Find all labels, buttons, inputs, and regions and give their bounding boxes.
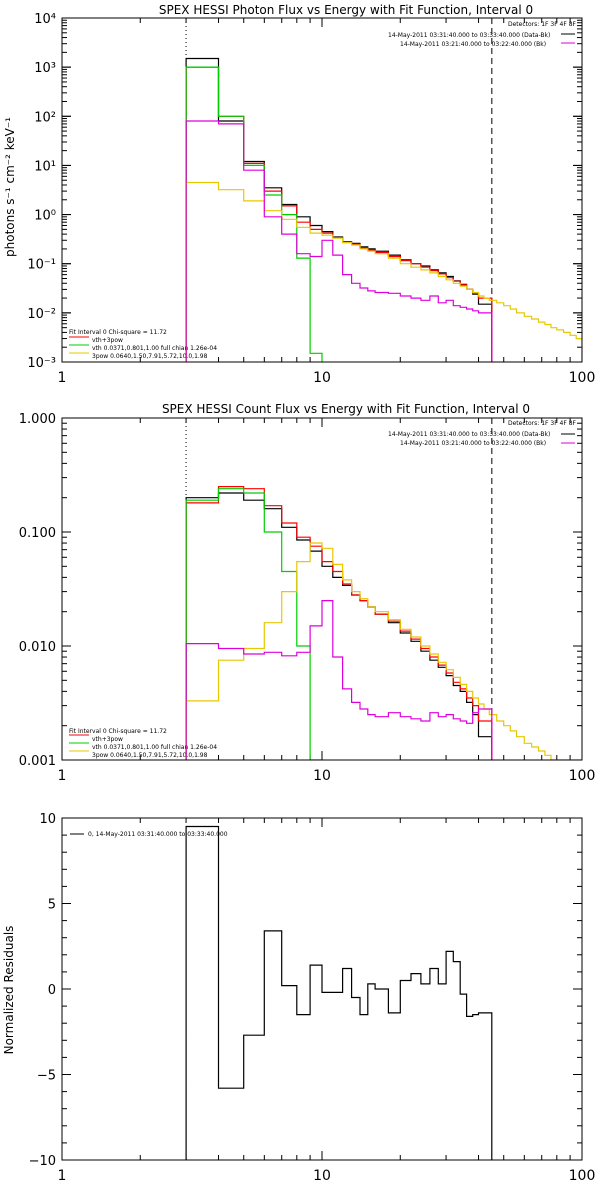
count-flux-title: SPEX HESSI Count Flux vs Energy with Fit… — [162, 402, 530, 416]
y-tick-label: 0.001 — [19, 754, 56, 769]
series-line — [185, 486, 493, 760]
residuals-ylabel: Normalized Residuals — [2, 926, 16, 1055]
x-tick-label: 1 — [58, 1168, 67, 1184]
plot-frame — [61, 817, 583, 1161]
legend-line: 14-May-2011 03:31:40.000 to 03:33:40.000… — [388, 431, 550, 438]
residuals-legend-entry: 0, 14-May-2011 03:31:40.000 to 03:33:40.… — [88, 831, 228, 838]
y-tick-label: 10⁴ — [34, 12, 56, 27]
legend-line: 14-May-2011 03:31:40.000 to 03:33:40.000… — [388, 32, 550, 39]
y-tick-label: 10³ — [34, 61, 56, 76]
legend-entry: vth+3pow — [92, 337, 123, 344]
legend-title: Fit Interval 0 Chi-square = 11.72 — [69, 329, 167, 336]
legend-entry: 3pow 0.0640,1.50,7.91,5.72,10.0,1.98 — [92, 353, 208, 360]
y-tick-label: −5 — [37, 1069, 56, 1084]
count-flux-panel: SPEX HESSI Count Flux vs Energy with Fit… — [19, 402, 596, 784]
photon-flux-legend-bottom: Fit Interval 0 Chi-square = 11.72 vth+3p… — [69, 329, 217, 360]
series-line — [185, 66, 493, 362]
x-tick-label: 10 — [313, 768, 331, 784]
residuals-panel: Normalized Residuals 0, 14-May-2011 03:3… — [2, 812, 595, 1184]
series-line — [185, 66, 323, 362]
y-tick-label: 10⁻¹ — [27, 258, 56, 273]
series-line — [185, 600, 493, 760]
y-tick-label: 0.100 — [19, 526, 56, 541]
y-tick-label: 10¹ — [34, 159, 56, 174]
y-tick-label: −10 — [29, 1154, 56, 1169]
plot-frame — [61, 417, 583, 761]
y-tick-label: 0.010 — [19, 640, 56, 655]
series-line — [185, 488, 322, 760]
legend-entry: 3pow 0.0640,1.50,7.91,5.72,10.0,1.98 — [92, 752, 208, 759]
y-tick-label: 10⁻² — [27, 307, 56, 322]
legend-title: Fit Interval 0 Chi-square = 11.72 — [69, 728, 167, 735]
x-tick-label: 10 — [313, 1168, 331, 1184]
x-tick-label: 100 — [569, 1168, 596, 1184]
series-line — [185, 57, 493, 362]
series-group — [185, 486, 582, 760]
legend-line: Detectors: 1F 3F 4F 8F — [508, 21, 577, 28]
count-flux-legend-bottom: Fit Interval 0 Chi-square = 11.72 vth+3p… — [69, 728, 217, 759]
x-tick-label: 1 — [58, 768, 67, 784]
x-tick-label: 100 — [569, 370, 596, 386]
legend-line: 14-May-2011 03:21:40.000 to 03:22:40.000… — [400, 440, 546, 447]
y-tick-label: 10⁻³ — [27, 356, 56, 371]
plot-frame — [61, 17, 583, 363]
photon-flux-ylabel: photons s⁻¹ cm⁻² keV⁻¹ — [3, 117, 17, 257]
y-tick-label: 1.000 — [19, 412, 56, 427]
x-tick-label: 1 — [58, 370, 67, 386]
series-line — [185, 120, 493, 362]
photon-flux-legend-top: Detectors: 1F 3F 4F 8F 14-May-2011 03:31… — [388, 21, 577, 48]
x-tick-label: 100 — [569, 768, 596, 784]
count-flux-legend-top: Detectors: 1F 3F 4F 8F 14-May-2011 03:31… — [388, 420, 577, 447]
series-group — [185, 57, 582, 362]
y-tick-label: 10² — [34, 110, 56, 125]
series-line — [185, 181, 582, 362]
series-line — [185, 542, 582, 760]
series-line — [185, 825, 493, 1160]
legend-entry: vth 0.0371,0.801,1.00 full chian 1.26e-0… — [92, 744, 217, 751]
legend-line: 14-May-2011 03:21:40.000 to 03:22:40.000… — [400, 41, 546, 48]
legend-line: Detectors: 1F 3F 4F 8F — [508, 420, 577, 427]
legend-entry: vth+3pow — [92, 736, 123, 743]
y-tick-label: 5 — [48, 898, 56, 913]
series-group — [185, 825, 493, 1160]
photon-flux-title: SPEX HESSI Photon Flux vs Energy with Fi… — [159, 3, 533, 17]
legend-entry: vth 0.0371,0.801,1.00 full chian 1.26e-0… — [92, 345, 217, 352]
y-tick-label: 10 — [39, 812, 56, 827]
series-line — [185, 492, 493, 760]
x-tick-label: 10 — [313, 370, 331, 386]
photon-flux-panel: SPEX HESSI Photon Flux vs Energy with Fi… — [3, 3, 595, 386]
y-tick-label: 10⁰ — [34, 209, 56, 224]
y-tick-label: 0 — [48, 983, 56, 998]
